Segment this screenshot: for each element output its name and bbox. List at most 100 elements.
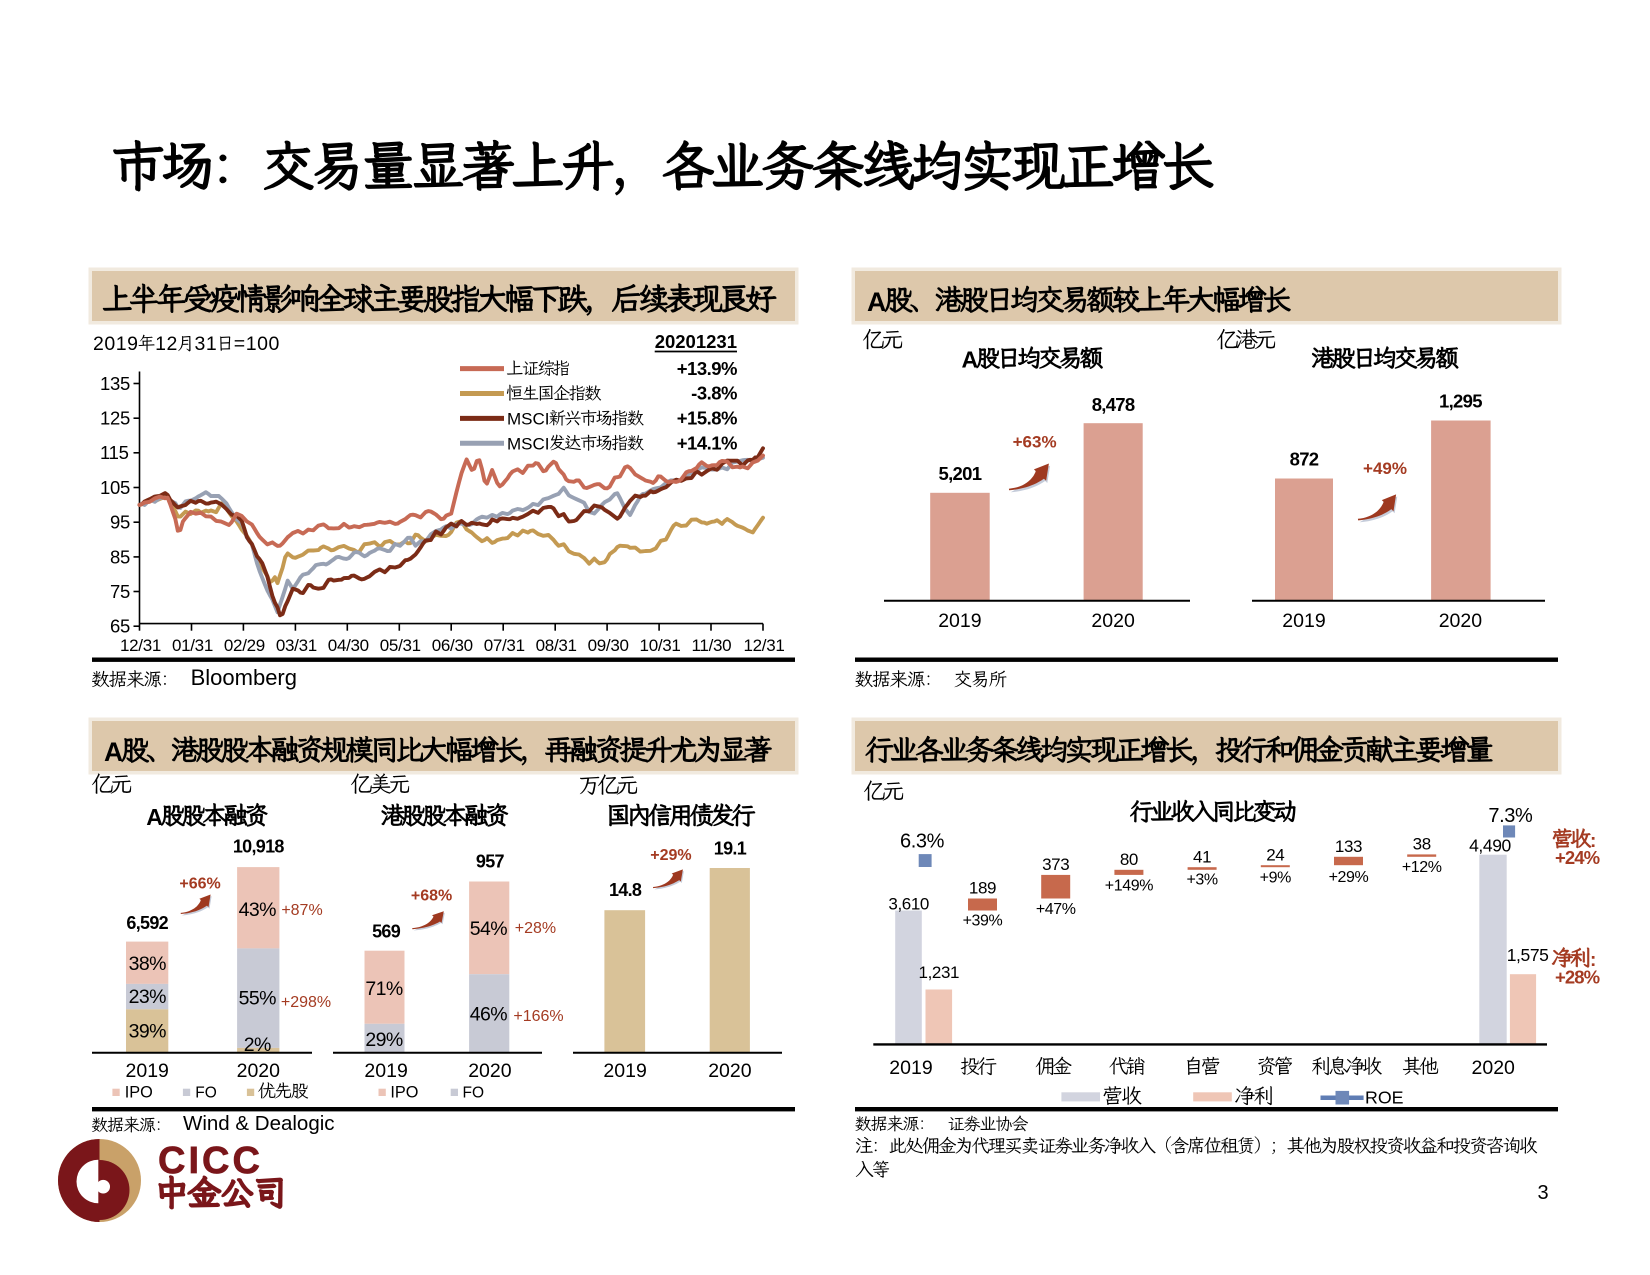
- svg-text:71%: 71%: [365, 978, 402, 1000]
- svg-text:-3.8%: -3.8%: [691, 383, 737, 404]
- svg-text:+3%: +3%: [1186, 872, 1217, 889]
- svg-text:2019: 2019: [938, 610, 981, 632]
- svg-text:+13.9%: +13.9%: [677, 358, 737, 379]
- svg-text:IPO: IPO: [390, 1084, 418, 1102]
- svg-text:3,610: 3,610: [888, 895, 929, 914]
- svg-text:12/31: 12/31: [743, 636, 784, 655]
- svg-text:+166%: +166%: [513, 1008, 563, 1025]
- svg-text:2019: 2019: [364, 1060, 407, 1082]
- svg-text:189: 189: [969, 879, 996, 898]
- svg-text:+149%: +149%: [1105, 878, 1153, 895]
- svg-text:Bloomberg: Bloomberg: [191, 665, 297, 690]
- svg-text:2019: 2019: [126, 1060, 169, 1082]
- svg-text:38%: 38%: [129, 953, 166, 975]
- svg-text:+28%: +28%: [1555, 966, 1600, 987]
- svg-text:85: 85: [110, 546, 130, 567]
- svg-text:11/30: 11/30: [692, 636, 732, 655]
- svg-text:08/31: 08/31: [536, 636, 577, 655]
- svg-text:2020: 2020: [468, 1060, 512, 1082]
- svg-text:24: 24: [1266, 845, 1284, 864]
- svg-text:FO: FO: [463, 1085, 485, 1102]
- svg-text:4,490: 4,490: [1469, 835, 1511, 855]
- svg-text::: :: [1590, 950, 1596, 971]
- svg-text:41: 41: [1193, 847, 1211, 866]
- svg-text:10/31: 10/31: [640, 636, 681, 655]
- svg-text:IPO: IPO: [125, 1084, 153, 1102]
- svg-text:05/31: 05/31: [380, 636, 421, 655]
- svg-text:6,592: 6,592: [126, 913, 168, 933]
- svg-text:04/30: 04/30: [328, 636, 369, 655]
- svg-text:07/31: 07/31: [484, 636, 525, 655]
- svg-text:2%: 2%: [244, 1034, 271, 1056]
- svg-text:06/30: 06/30: [432, 636, 473, 655]
- svg-text:+39%: +39%: [963, 913, 1003, 930]
- svg-text:2020: 2020: [1472, 1057, 1516, 1079]
- svg-text:+9%: +9%: [1260, 870, 1291, 887]
- svg-text:+63%: +63%: [1013, 432, 1057, 451]
- svg-text:10,918: 10,918: [233, 837, 285, 857]
- svg-text:1,231: 1,231: [919, 963, 960, 982]
- svg-text:75: 75: [110, 581, 130, 602]
- svg-text:2020: 2020: [1091, 610, 1135, 632]
- svg-text:23%: 23%: [129, 986, 166, 1008]
- svg-text:2020: 2020: [237, 1060, 281, 1082]
- svg-text:2019: 2019: [889, 1057, 932, 1079]
- svg-text:2019: 2019: [93, 333, 139, 355]
- svg-text:1,575: 1,575: [1507, 945, 1549, 965]
- svg-text:3: 3: [1537, 1182, 1548, 1204]
- svg-text:43%: 43%: [239, 899, 276, 921]
- svg-text:MSCI: MSCI: [507, 410, 550, 429]
- svg-text:6.3%: 6.3%: [900, 831, 945, 853]
- svg-text:+49%: +49%: [1363, 459, 1407, 478]
- svg-text:31: 31: [194, 333, 217, 355]
- svg-text:12: 12: [155, 333, 178, 355]
- svg-text:5,201: 5,201: [939, 463, 982, 484]
- svg-text:20201231: 20201231: [655, 331, 737, 352]
- svg-text:29%: 29%: [365, 1029, 402, 1051]
- svg-text:65: 65: [110, 616, 130, 637]
- svg-text:2020: 2020: [1439, 610, 1483, 632]
- svg-text:135: 135: [100, 373, 130, 394]
- svg-text:01/31: 01/31: [172, 636, 213, 655]
- svg-text:8,478: 8,478: [1092, 394, 1135, 415]
- svg-text:+24%: +24%: [1555, 847, 1600, 868]
- svg-text::: :: [1590, 831, 1596, 852]
- svg-text:373: 373: [1042, 855, 1069, 874]
- svg-text:MSCI: MSCI: [507, 435, 550, 454]
- svg-text:125: 125: [100, 408, 130, 429]
- svg-text:+298%: +298%: [281, 994, 331, 1011]
- svg-text:2019: 2019: [603, 1060, 646, 1082]
- svg-text:957: 957: [476, 852, 505, 872]
- svg-text:80: 80: [1120, 850, 1138, 869]
- svg-text:A: A: [104, 737, 123, 767]
- svg-text:02/29: 02/29: [224, 636, 265, 655]
- svg-text:2020: 2020: [708, 1060, 752, 1082]
- svg-text:54%: 54%: [470, 918, 507, 940]
- svg-text:105: 105: [100, 477, 130, 498]
- svg-text:A: A: [146, 804, 163, 830]
- svg-text:872: 872: [1290, 449, 1319, 470]
- svg-text:+66%: +66%: [179, 876, 220, 893]
- svg-text:19.1: 19.1: [714, 839, 747, 859]
- svg-text:A: A: [867, 287, 886, 317]
- svg-text:03/31: 03/31: [276, 636, 317, 655]
- svg-text:12/31: 12/31: [120, 636, 161, 655]
- svg-text:133: 133: [1335, 837, 1362, 856]
- svg-text:CICC: CICC: [158, 1140, 263, 1182]
- svg-text:46%: 46%: [470, 1004, 507, 1026]
- svg-text:39%: 39%: [129, 1021, 166, 1043]
- svg-text:95: 95: [110, 512, 130, 533]
- svg-text:09/30: 09/30: [588, 636, 629, 655]
- svg-text:FO: FO: [195, 1085, 217, 1102]
- svg-text:1,295: 1,295: [1439, 391, 1482, 412]
- svg-text:55%: 55%: [239, 988, 276, 1010]
- svg-text:14.8: 14.8: [609, 880, 642, 900]
- svg-text:+87%: +87%: [281, 902, 322, 919]
- svg-text:+47%: +47%: [1036, 901, 1076, 918]
- svg-text:=100: =100: [234, 333, 280, 355]
- svg-text:+14.1%: +14.1%: [677, 433, 737, 454]
- svg-text:+29%: +29%: [1329, 869, 1369, 886]
- svg-text:A: A: [962, 347, 979, 373]
- svg-text:+15.8%: +15.8%: [677, 408, 737, 429]
- svg-text:+68%: +68%: [411, 887, 452, 904]
